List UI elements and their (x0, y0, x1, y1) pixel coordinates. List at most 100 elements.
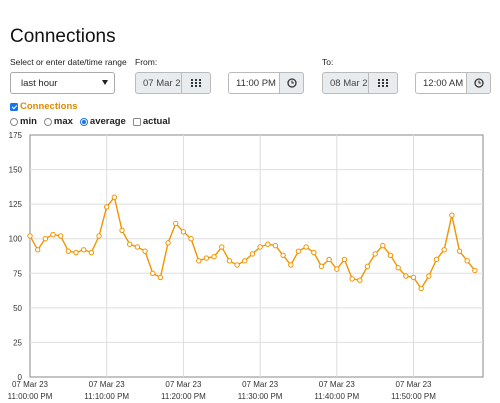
option-min[interactable]: min (10, 116, 37, 127)
x-tick-date: 07 Mar 23 (319, 380, 356, 389)
data-point (426, 273, 432, 279)
from-time-input[interactable]: 11:00 PM (228, 72, 279, 94)
data-point (88, 249, 95, 256)
data-point (280, 252, 286, 259)
data-point (57, 233, 64, 239)
data-point (326, 256, 332, 263)
y-tick-label: 0 (18, 373, 23, 382)
data-point (387, 252, 394, 259)
to-time-input[interactable]: 12:00 AM (415, 72, 466, 94)
range-label: Select or enter date/time range (10, 57, 127, 67)
data-point (127, 241, 133, 247)
data-point (433, 256, 440, 263)
y-tick-label: 75 (13, 269, 22, 278)
y-tick-label: 25 (13, 338, 22, 347)
data-point (418, 285, 424, 292)
min-radio[interactable] (10, 117, 18, 126)
data-point (165, 240, 171, 246)
data-point (226, 258, 233, 264)
data-point (196, 258, 202, 264)
data-point (341, 256, 348, 263)
data-point (96, 233, 102, 239)
range-select[interactable]: last hour (10, 72, 115, 94)
data-point (242, 258, 248, 264)
plot-area (29, 134, 484, 378)
connections-toggle[interactable]: Connections (10, 101, 78, 112)
option-actual[interactable]: actual (132, 116, 171, 127)
range-select-value: last hour (21, 78, 58, 89)
data-point (334, 266, 340, 272)
x-tick-time: 11:10:00 PM (84, 392, 129, 401)
x-tick-date: 07 Mar 23 (165, 380, 202, 389)
connections-toggle-label: Connections (20, 101, 78, 112)
data-point (441, 247, 447, 253)
data-point (303, 244, 309, 250)
data-point (134, 244, 141, 250)
data-point (372, 251, 378, 257)
x-tick-time: 11:20:00 PM (161, 392, 206, 401)
data-point (104, 204, 110, 210)
from-calendar-button[interactable] (181, 72, 211, 94)
x-tick-time: 11:50:00 PM (391, 392, 436, 401)
data-point (142, 248, 148, 254)
data-point (180, 229, 187, 235)
data-point (395, 265, 401, 271)
data-point (188, 236, 194, 242)
from-label: From: (135, 57, 158, 67)
x-tick-date: 07 Mar 23 (242, 380, 279, 389)
option-max[interactable]: max (43, 116, 73, 127)
from-date-input[interactable]: 07 Mar 2 (135, 72, 181, 94)
x-tick-date: 07 Mar 23 (12, 380, 49, 389)
chevron-down-icon (102, 80, 108, 85)
option-min-label: min (20, 116, 37, 127)
x-tick-date: 07 Mar 23 (395, 380, 432, 389)
aggregation-options: min max average actual (10, 116, 177, 127)
data-point (456, 248, 463, 254)
data-point (288, 262, 294, 268)
data-point (410, 274, 417, 281)
from-clock-button[interactable] (279, 72, 304, 94)
x-tick-time: 11:40:00 PM (314, 392, 359, 401)
y-tick-label: 50 (13, 304, 22, 313)
option-actual-label: actual (142, 116, 171, 127)
connections-chart: 0 25 50 75 100 125 150 175 07 Mar 23 11:00:00 PM 0… (8, 131, 484, 401)
average-radio[interactable] (79, 117, 88, 126)
data-point (34, 247, 41, 253)
data-point (111, 194, 118, 200)
y-tick-label: 125 (9, 200, 23, 209)
data-point (464, 258, 470, 264)
data-point (234, 262, 240, 268)
data-point (73, 249, 79, 256)
data-point (272, 242, 279, 249)
y-tick-label: 100 (9, 235, 23, 244)
data-point (449, 212, 455, 218)
data-point (403, 273, 409, 279)
data-point (219, 244, 225, 250)
max-radio[interactable] (43, 117, 52, 126)
data-point (50, 231, 56, 238)
data-point (249, 251, 256, 257)
data-point (357, 277, 363, 283)
data-point (380, 242, 386, 249)
from-date-group: 07 Mar 2 (135, 72, 211, 94)
x-tick-time: 11:00:00 PM (8, 392, 53, 401)
option-average[interactable]: average (79, 116, 126, 127)
data-point (364, 263, 371, 270)
option-average-label: average (89, 116, 126, 127)
data-point (295, 248, 302, 254)
to-calendar-button[interactable] (368, 72, 398, 94)
to-time-group: 12:00 AM (415, 72, 491, 94)
data-point (203, 255, 210, 261)
data-point (472, 267, 478, 274)
data-point (119, 227, 125, 234)
to-clock-button[interactable] (466, 72, 491, 94)
connections-checkbox[interactable] (10, 102, 18, 111)
data-point (80, 247, 87, 253)
y-tick-label: 150 (9, 166, 23, 175)
to-date-group: 08 Mar 2 (322, 72, 398, 94)
from-time-group: 11:00 PM (228, 72, 304, 94)
actual-checkbox[interactable] (132, 117, 141, 126)
data-point (311, 249, 317, 256)
to-date-input[interactable]: 08 Mar 2 (322, 72, 368, 94)
calendar-icon (191, 79, 201, 87)
